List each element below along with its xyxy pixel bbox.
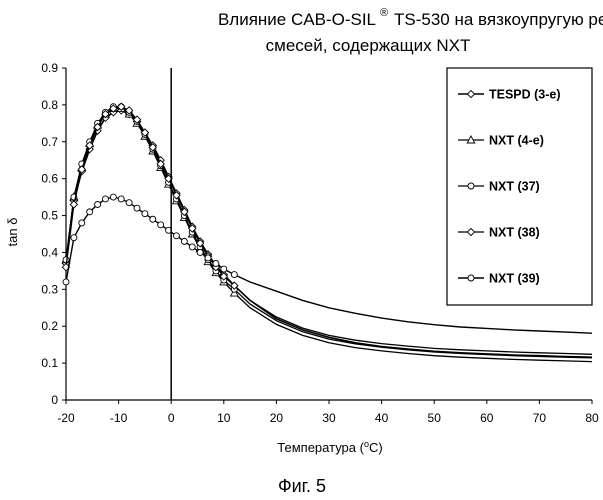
x-tick-label: 50 — [428, 411, 442, 425]
legend-label: TESPD (3-е) — [489, 88, 561, 102]
data-point — [213, 261, 219, 267]
data-point — [118, 196, 124, 202]
data-point — [110, 194, 116, 200]
x-tick-label: 30 — [322, 411, 336, 425]
data-point — [158, 222, 164, 228]
x-axis-label-unit: C) — [369, 440, 383, 455]
y-tick-label: 0.5 — [41, 209, 58, 223]
legend-swatch-marker — [468, 183, 474, 189]
x-tick-label: 10 — [217, 411, 231, 425]
data-point — [231, 272, 237, 278]
y-tick-label: 0.4 — [41, 245, 58, 259]
x-tick-label: -20 — [57, 411, 75, 425]
y-tick-label: 0.8 — [41, 98, 58, 112]
y-axis-label: tan δ — [5, 218, 20, 247]
y-tick-label: 0 — [51, 393, 58, 407]
y-tick-label: 0.9 — [41, 61, 58, 75]
legend-label: NXT (4-е) — [489, 134, 544, 148]
y-tick-label: 0.3 — [41, 282, 58, 296]
data-point — [150, 216, 156, 222]
data-point — [142, 211, 148, 217]
data-point — [95, 201, 101, 207]
x-tick-label: 0 — [168, 411, 175, 425]
x-axis-label-main: Температура ( — [277, 440, 364, 455]
data-point — [71, 235, 77, 241]
x-tick-label: -10 — [110, 411, 128, 425]
x-tick-label: 20 — [270, 411, 284, 425]
data-point — [181, 238, 187, 244]
legend-label: NXT (39) — [489, 272, 540, 286]
data-point — [134, 205, 140, 211]
data-point — [221, 266, 227, 272]
data-point — [189, 244, 195, 250]
chart-title-line1-end: TS-530 на вязкоупругую реакцию — [394, 10, 603, 29]
x-tick-label: 80 — [585, 411, 599, 425]
y-tick-label: 0.7 — [41, 135, 58, 149]
legend-label: NXT (37) — [489, 180, 540, 194]
figure-caption: Фиг. 5 — [278, 476, 326, 496]
data-point — [126, 200, 132, 206]
data-point — [205, 255, 211, 261]
y-tick-label: 0.1 — [41, 356, 58, 370]
legend-label: NXT (38) — [489, 226, 540, 240]
legend: TESPD (3-е) NXT (4-е) NXT (37) NXT (38) NXT … — [447, 68, 592, 305]
y-tick-label: 0.6 — [41, 172, 58, 186]
data-point — [102, 196, 108, 202]
legend-swatch-marker — [468, 275, 474, 281]
data-point — [87, 209, 93, 215]
y-tick-label: 0.2 — [41, 319, 58, 333]
chart-title-line1: Влияние CAB-O-SIL — [218, 10, 376, 29]
chart-title-registered-mark: ® — [380, 7, 388, 19]
data-point — [197, 249, 203, 255]
data-point — [63, 279, 69, 285]
x-tick-label: 40 — [375, 411, 389, 425]
data-point — [173, 233, 179, 239]
x-tick-label: 60 — [480, 411, 494, 425]
data-point — [79, 220, 85, 226]
data-point — [63, 257, 69, 263]
x-tick-label: 70 — [533, 411, 547, 425]
chart-title-line2: смесей, содержащих NXT — [266, 36, 471, 55]
x-axis-label: Температура (oC) — [277, 439, 382, 455]
